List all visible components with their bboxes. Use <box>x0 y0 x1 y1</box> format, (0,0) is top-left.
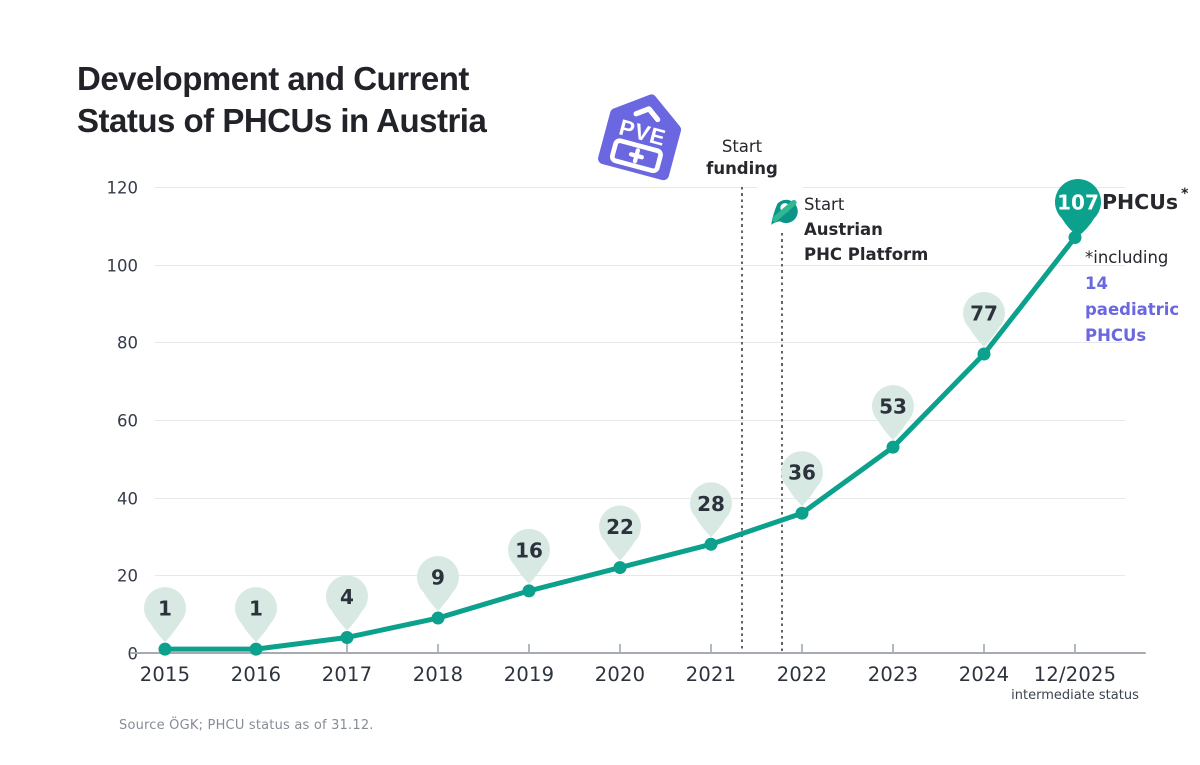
x-axis-tick <box>528 644 530 652</box>
x-axis-tick <box>983 644 985 652</box>
data-point-marker <box>340 630 354 644</box>
x-axis-label: 2019 <box>503 663 555 686</box>
y-axis-label: 80 <box>117 333 138 353</box>
x-axis-label: 2017 <box>321 663 373 686</box>
data-point-marker <box>795 506 809 520</box>
value-pin-label: 1 <box>158 597 172 621</box>
x-axis-label: 2021 <box>685 663 737 686</box>
x-axis-tick <box>710 644 712 652</box>
x-axis-tick <box>164 644 166 652</box>
data-point-marker <box>613 561 627 575</box>
value-pin-label: 1 <box>249 597 263 621</box>
value-pin-label: 77 <box>970 301 998 325</box>
value-pin-label: 4 <box>340 585 354 609</box>
value-pin-label: 107 <box>1057 191 1099 215</box>
x-axis-label: 2015 <box>139 663 191 686</box>
y-axis-label: 100 <box>106 256 139 276</box>
title-line-2: Status of PHCUs in Austria <box>77 102 487 139</box>
value-pin <box>417 556 459 612</box>
value-pin <box>234 587 277 643</box>
paediatric-footnote: *including 14 paediatric PHCUs <box>1085 245 1200 349</box>
value-pin <box>872 385 915 441</box>
x-axis-tick <box>1074 644 1076 652</box>
page-title: Development and Current Status of PHCUs i… <box>77 58 487 142</box>
plus-icon <box>628 148 644 164</box>
x-axis-tick <box>801 644 803 652</box>
y-axis-label: 120 <box>106 178 139 198</box>
x-axis-label: 12/2025 <box>1033 663 1117 686</box>
value-pin <box>690 482 732 538</box>
footnote-line-2: 14 paediatric <box>1085 274 1180 319</box>
data-point-marker <box>522 584 536 598</box>
data-point-marker <box>704 537 718 551</box>
gridline <box>155 575 1125 577</box>
data-point-marker <box>431 611 445 625</box>
source-note: Source ÖGK; PHCU status as of 31.12. <box>119 718 374 733</box>
y-axis-label: 40 <box>117 489 138 509</box>
footnote-line-1: *including <box>1085 248 1169 267</box>
platform-line-2: Austrian <box>804 220 883 239</box>
value-pin-label: 36 <box>788 461 816 485</box>
gridline <box>155 497 1125 499</box>
start-funding-line-2: funding <box>706 159 778 178</box>
phc-platform-annotation: Start Austrian PHC Platform <box>804 192 928 267</box>
annotation-dotted-line <box>780 233 784 653</box>
start-funding-annotation: Start funding <box>682 136 802 180</box>
platform-line-1: Start <box>804 195 845 214</box>
value-pin-label: 53 <box>879 395 907 419</box>
phcu-trend-line <box>162 234 1078 652</box>
value-pin-label: 28 <box>697 492 725 516</box>
data-point-marker <box>1068 230 1082 244</box>
asterisk-icon: * <box>1181 186 1189 202</box>
value-pin-label: 22 <box>606 515 634 539</box>
x-axis-line <box>130 652 1146 654</box>
chevron-up-icon <box>633 106 661 123</box>
x-axis-tick <box>346 644 348 652</box>
value-pin <box>144 587 186 643</box>
peak-label-text: PHCUs <box>1102 189 1179 214</box>
gridline <box>155 264 1125 266</box>
value-pin <box>963 291 1005 347</box>
y-axis-label: 60 <box>117 411 138 431</box>
gridline <box>155 420 1125 421</box>
x-axis-label: 2018 <box>412 663 464 686</box>
x-axis-label: 2022 <box>776 663 828 686</box>
phc-platform-logo-icon <box>765 194 800 229</box>
data-point-marker <box>977 347 991 361</box>
value-pin-label: 9 <box>431 566 445 590</box>
footnote-line-3: PHCUs <box>1085 326 1147 345</box>
x-axis-tick <box>619 644 621 652</box>
peak-value-label: PHCUs * <box>1102 186 1189 214</box>
value-pin-label: 16 <box>515 538 543 562</box>
x-axis-tick <box>892 644 894 652</box>
y-axis-label: 0 <box>127 644 139 664</box>
title-line-1: Development and Current <box>77 60 469 97</box>
x-axis-sublabel: intermediate status <box>1011 688 1139 703</box>
value-pin <box>326 575 368 631</box>
x-axis-label: 2023 <box>867 663 919 686</box>
y-axis-label: 20 <box>117 566 138 586</box>
x-axis-tick <box>255 644 257 652</box>
gridline <box>155 342 1125 344</box>
pve-logo: PVE <box>589 79 696 190</box>
x-axis-label: 2016 <box>230 663 282 686</box>
x-axis-label: 2020 <box>594 663 646 686</box>
pve-badge-icon: PVE <box>598 94 682 181</box>
gridline <box>155 187 1125 188</box>
x-axis-label: 2024 <box>958 663 1010 686</box>
x-axis-tick <box>437 644 439 652</box>
value-pin <box>599 505 641 561</box>
data-point-marker <box>886 440 900 454</box>
start-funding-line-1: Start <box>721 137 763 156</box>
annotation-dotted-line <box>740 187 744 653</box>
platform-line-3: PHC Platform <box>804 245 929 264</box>
